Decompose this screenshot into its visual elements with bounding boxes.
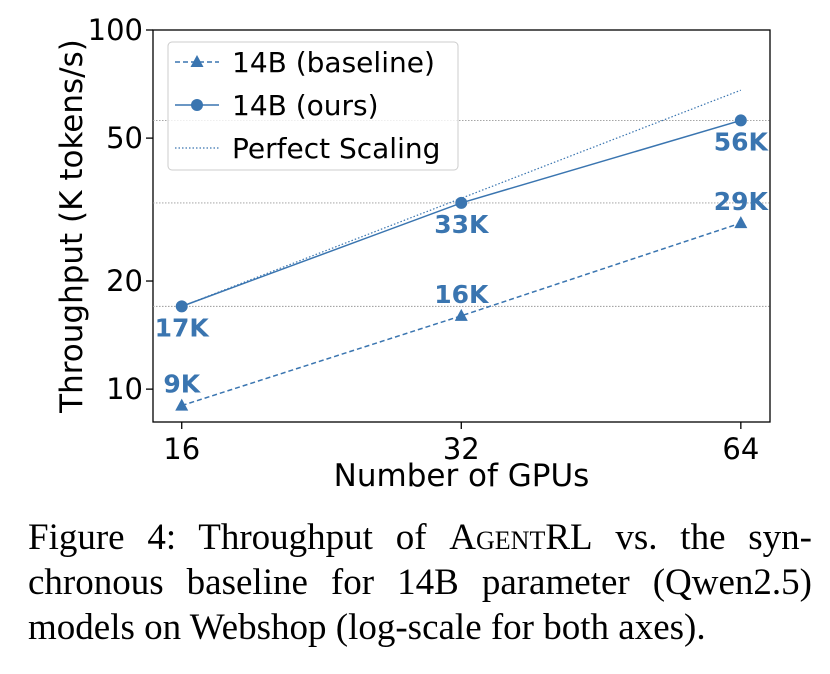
value-label: 9K [163,370,201,399]
y-tick-label: 20 [106,264,143,298]
point [734,114,747,127]
legend-label: 14B (ours) [232,89,379,122]
y-tick-label: 100 [88,13,143,47]
x-tick-label: 16 [163,432,200,466]
point [734,216,748,229]
legend-box [167,41,459,171]
x-axis-label: Number of GPUs [334,458,590,494]
caption-text: Figure 4: Throughput of [28,517,450,558]
legend-marker [190,55,204,67]
point [454,308,468,321]
caption-text: chronous baseline for 14B parameter (Qwe… [28,562,812,603]
value-label: 33K [434,210,490,239]
y-axis-label: Throughput (K tokens/s) [54,39,90,414]
x-tick-label: 32 [443,432,480,466]
legend-label: 14B (baseline) [232,46,435,79]
caption-text: AgentRL [449,517,593,558]
value-label: 17K [155,313,211,342]
value-label: 29K [714,187,770,216]
series-line [181,222,742,407]
y-tick-label: 50 [106,121,143,155]
caption: Figure 4: Throughput of AgentRL vs. the … [28,515,812,650]
chart: 10 20 50 100 16 32 64 Number of GPUs Throughput … [54,13,771,494]
y-tick-label: 10 [106,372,143,406]
legend-marker [191,99,203,111]
caption-text: models on Webshop (log-scale for both ax… [28,607,706,648]
value-label: 56K [714,127,770,156]
caption-line: Figure 4: Throughput of AgentRL vs. the … [28,515,812,560]
caption-text: vs. the syn- [592,517,812,558]
value-label: 16K [434,280,490,309]
caption-line: chronous baseline for 14B parameter (Qwe… [28,560,812,605]
point [455,196,468,209]
x-tick-label: 64 [722,432,759,466]
legend-label: Perfect Scaling [232,132,440,165]
point [175,398,189,411]
caption-line: models on Webshop (log-scale for both ax… [28,605,812,650]
legend: 14B (baseline) 14B (ours) Perfect Scaling [167,41,459,171]
